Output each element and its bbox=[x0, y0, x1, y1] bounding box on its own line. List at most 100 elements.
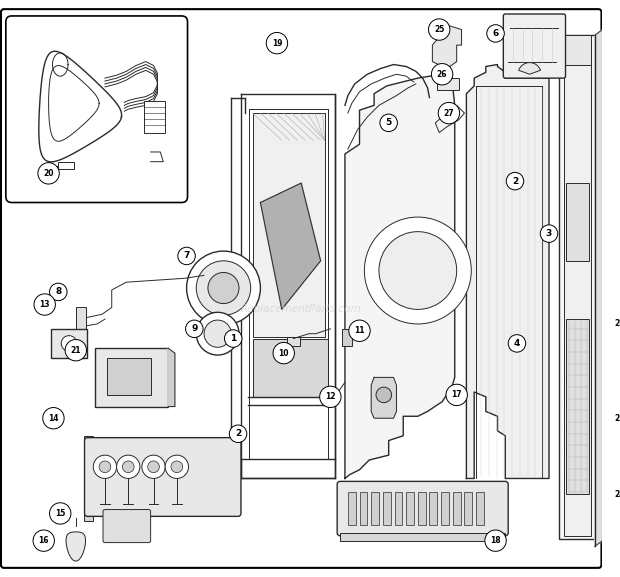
Bar bbox=[252, 339, 329, 397]
Bar bbox=[340, 533, 505, 541]
Text: 16: 16 bbox=[38, 536, 49, 545]
Circle shape bbox=[61, 336, 77, 351]
Polygon shape bbox=[371, 377, 396, 418]
Circle shape bbox=[349, 320, 370, 342]
Circle shape bbox=[165, 455, 188, 478]
Bar bbox=[107, 358, 151, 395]
Circle shape bbox=[38, 163, 60, 184]
Text: 24: 24 bbox=[614, 489, 620, 499]
Text: 25: 25 bbox=[434, 25, 445, 34]
FancyBboxPatch shape bbox=[503, 14, 565, 78]
Circle shape bbox=[224, 330, 242, 347]
Text: 7: 7 bbox=[184, 252, 190, 260]
Circle shape bbox=[365, 217, 471, 324]
Text: 23: 23 bbox=[614, 414, 620, 423]
Bar bbox=[252, 113, 324, 336]
Bar bbox=[76, 308, 86, 329]
Circle shape bbox=[320, 386, 341, 407]
Text: 2: 2 bbox=[235, 429, 241, 439]
FancyBboxPatch shape bbox=[337, 481, 508, 536]
Bar bbox=[58, 162, 74, 170]
Circle shape bbox=[446, 384, 467, 406]
Polygon shape bbox=[168, 349, 175, 407]
Polygon shape bbox=[595, 29, 603, 546]
Text: 15: 15 bbox=[55, 509, 66, 518]
Polygon shape bbox=[260, 183, 321, 309]
Circle shape bbox=[122, 461, 134, 473]
Circle shape bbox=[148, 461, 159, 473]
Circle shape bbox=[438, 103, 459, 124]
Text: 10: 10 bbox=[278, 349, 289, 358]
Bar bbox=[394, 492, 402, 525]
Circle shape bbox=[380, 114, 397, 132]
Bar bbox=[564, 35, 591, 65]
Circle shape bbox=[485, 530, 507, 552]
Circle shape bbox=[178, 247, 195, 265]
Text: 8: 8 bbox=[55, 287, 61, 297]
Bar bbox=[430, 492, 437, 525]
Circle shape bbox=[99, 461, 111, 473]
FancyBboxPatch shape bbox=[103, 509, 151, 542]
Bar bbox=[418, 492, 425, 525]
FancyBboxPatch shape bbox=[84, 437, 241, 516]
Text: 19: 19 bbox=[272, 39, 282, 48]
Circle shape bbox=[508, 335, 526, 352]
Bar bbox=[144, 102, 165, 133]
Text: 21: 21 bbox=[71, 346, 81, 355]
Text: 17: 17 bbox=[451, 391, 462, 399]
Text: 27: 27 bbox=[443, 108, 454, 118]
FancyBboxPatch shape bbox=[6, 16, 187, 203]
Circle shape bbox=[432, 63, 453, 85]
Bar bbox=[464, 492, 472, 525]
Text: 14: 14 bbox=[48, 414, 59, 423]
Bar bbox=[406, 492, 414, 525]
Circle shape bbox=[273, 342, 294, 364]
Bar bbox=[476, 492, 484, 525]
Polygon shape bbox=[66, 532, 86, 561]
Circle shape bbox=[197, 312, 239, 355]
Bar bbox=[50, 329, 87, 358]
Bar bbox=[360, 492, 367, 525]
Bar bbox=[95, 349, 168, 407]
Wedge shape bbox=[518, 62, 541, 74]
Circle shape bbox=[197, 261, 250, 315]
Circle shape bbox=[208, 272, 239, 304]
Text: 12: 12 bbox=[325, 392, 335, 402]
Circle shape bbox=[50, 503, 71, 524]
Circle shape bbox=[204, 320, 231, 347]
Bar bbox=[441, 492, 449, 525]
Text: 9: 9 bbox=[191, 324, 198, 334]
Text: 2: 2 bbox=[512, 177, 518, 186]
Circle shape bbox=[185, 320, 203, 338]
Bar bbox=[383, 492, 391, 525]
Text: 1: 1 bbox=[230, 334, 236, 343]
Text: 13: 13 bbox=[40, 300, 50, 309]
Text: 18: 18 bbox=[490, 536, 501, 545]
Bar bbox=[453, 492, 461, 525]
Text: 20: 20 bbox=[43, 169, 54, 178]
Circle shape bbox=[171, 461, 183, 473]
Bar bbox=[437, 78, 459, 90]
Text: 5: 5 bbox=[386, 118, 392, 128]
Circle shape bbox=[540, 225, 558, 242]
Text: 3: 3 bbox=[546, 229, 552, 238]
Circle shape bbox=[33, 530, 55, 552]
Bar bbox=[286, 336, 300, 346]
Circle shape bbox=[428, 19, 450, 40]
Polygon shape bbox=[345, 74, 454, 478]
Polygon shape bbox=[466, 65, 549, 478]
Text: 11: 11 bbox=[354, 326, 365, 335]
Circle shape bbox=[609, 484, 620, 505]
Circle shape bbox=[34, 294, 55, 315]
Circle shape bbox=[229, 425, 247, 443]
Bar bbox=[564, 42, 591, 536]
Circle shape bbox=[142, 455, 165, 478]
Bar bbox=[348, 492, 356, 525]
Text: 22: 22 bbox=[614, 320, 620, 328]
Bar bbox=[565, 183, 589, 261]
Circle shape bbox=[507, 173, 524, 190]
Circle shape bbox=[187, 251, 260, 325]
Bar bbox=[84, 436, 93, 521]
Circle shape bbox=[487, 25, 504, 42]
Circle shape bbox=[43, 407, 64, 429]
